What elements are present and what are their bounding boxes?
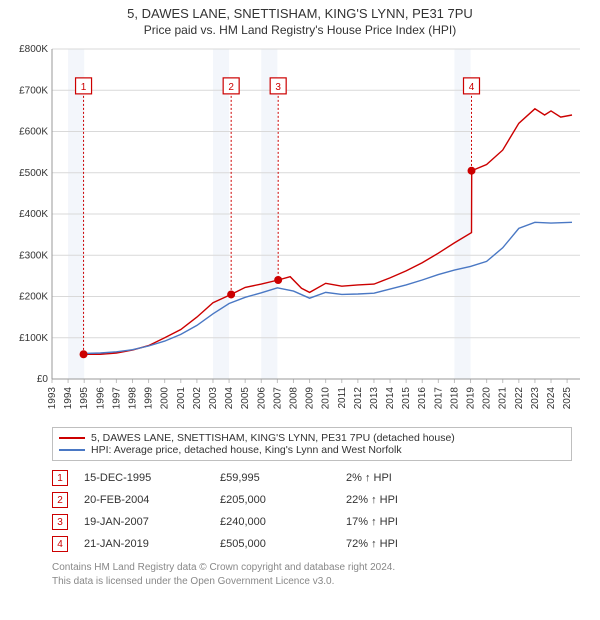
tx-price: £505,000 — [220, 538, 330, 550]
svg-text:2021: 2021 — [498, 387, 509, 410]
svg-text:3: 3 — [275, 82, 281, 93]
tx-number: 2 — [52, 492, 68, 508]
tx-pct: 17% ↑ HPI — [346, 516, 456, 528]
tx-pct: 22% ↑ HPI — [346, 494, 456, 506]
svg-text:£400K: £400K — [19, 209, 48, 220]
svg-text:£700K: £700K — [19, 85, 48, 96]
svg-text:2014: 2014 — [385, 387, 396, 410]
tx-date: 20-FEB-2004 — [84, 494, 204, 506]
svg-text:2025: 2025 — [562, 387, 573, 410]
svg-text:2003: 2003 — [208, 387, 219, 410]
legend-swatch — [59, 437, 85, 439]
legend-label: HPI: Average price, detached house, King… — [91, 444, 402, 456]
svg-text:1995: 1995 — [79, 387, 90, 410]
svg-text:£0: £0 — [37, 374, 49, 385]
chart-container: £0 £100K £200K £300K £400K £500K £600K £700K £80… — [10, 43, 590, 423]
svg-text:2009: 2009 — [305, 387, 316, 410]
transactions-table: 1 15-DEC-1995 £59,995 2% ↑ HPI 2 20-FEB-2004 £… — [52, 467, 580, 555]
svg-text:2012: 2012 — [353, 387, 364, 410]
svg-text:4: 4 — [469, 82, 475, 93]
svg-text:2016: 2016 — [417, 387, 428, 410]
svg-text:2002: 2002 — [192, 387, 203, 410]
svg-text:1996: 1996 — [95, 387, 106, 410]
legend-label: 5, DAWES LANE, SNETTISHAM, KING'S LYNN, … — [91, 432, 455, 444]
tx-date: 15-DEC-1995 — [84, 472, 204, 484]
svg-text:£100K: £100K — [19, 333, 48, 344]
svg-text:£500K: £500K — [19, 168, 48, 179]
svg-text:1997: 1997 — [111, 387, 122, 410]
svg-text:2000: 2000 — [160, 387, 171, 410]
svg-text:1999: 1999 — [144, 387, 155, 410]
svg-text:2015: 2015 — [401, 387, 412, 410]
tx-price: £59,995 — [220, 472, 330, 484]
svg-text:2017: 2017 — [433, 387, 444, 410]
tx-row: 1 15-DEC-1995 £59,995 2% ↑ HPI — [52, 467, 580, 489]
tx-pct: 2% ↑ HPI — [346, 472, 456, 484]
footnote-line1: Contains HM Land Registry data © Crown c… — [52, 561, 580, 575]
svg-text:2018: 2018 — [449, 387, 460, 410]
svg-text:2022: 2022 — [514, 387, 525, 410]
svg-text:1: 1 — [81, 82, 87, 93]
page-subtitle: Price paid vs. HM Land Registry's House … — [10, 23, 590, 37]
chart-svg: £0 £100K £200K £300K £400K £500K £600K £700K £80… — [10, 43, 590, 423]
tx-date: 21-JAN-2019 — [84, 538, 204, 550]
legend-swatch — [59, 449, 85, 451]
svg-text:£300K: £300K — [19, 250, 48, 261]
svg-text:2019: 2019 — [466, 387, 477, 410]
svg-text:£800K: £800K — [19, 44, 48, 55]
tx-pct: 72% ↑ HPI — [346, 538, 456, 550]
tx-number: 1 — [52, 470, 68, 486]
svg-text:2008: 2008 — [288, 387, 299, 410]
svg-text:2020: 2020 — [482, 387, 493, 410]
tx-number: 4 — [52, 536, 68, 552]
svg-text:2005: 2005 — [240, 387, 251, 410]
tx-price: £205,000 — [220, 494, 330, 506]
tx-row: 4 21-JAN-2019 £505,000 72% ↑ HPI — [52, 533, 580, 555]
svg-text:1998: 1998 — [127, 387, 138, 410]
page-title: 5, DAWES LANE, SNETTISHAM, KING'S LYNN, … — [10, 6, 590, 21]
svg-text:2004: 2004 — [224, 387, 235, 410]
tx-price: £240,000 — [220, 516, 330, 528]
tx-date: 19-JAN-2007 — [84, 516, 204, 528]
legend-box: 5, DAWES LANE, SNETTISHAM, KING'S LYNN, … — [52, 427, 572, 461]
tx-row: 2 20-FEB-2004 £205,000 22% ↑ HPI — [52, 489, 580, 511]
footnote: Contains HM Land Registry data © Crown c… — [52, 561, 580, 589]
svg-text:1994: 1994 — [63, 387, 74, 410]
legend-row: 5, DAWES LANE, SNETTISHAM, KING'S LYNN, … — [59, 432, 565, 444]
tx-row: 3 19-JAN-2007 £240,000 17% ↑ HPI — [52, 511, 580, 533]
footnote-line2: This data is licensed under the Open Gov… — [52, 575, 580, 589]
svg-text:2013: 2013 — [369, 387, 380, 410]
legend-row: HPI: Average price, detached house, King… — [59, 444, 565, 456]
svg-text:2001: 2001 — [176, 387, 187, 410]
svg-text:2006: 2006 — [256, 387, 267, 410]
svg-text:2023: 2023 — [530, 387, 541, 410]
svg-text:£600K: £600K — [19, 127, 48, 138]
svg-text:£200K: £200K — [19, 292, 48, 303]
svg-text:2011: 2011 — [337, 387, 348, 409]
svg-text:2010: 2010 — [321, 387, 332, 410]
tx-number: 3 — [52, 514, 68, 530]
svg-text:1993: 1993 — [47, 387, 58, 410]
svg-text:2024: 2024 — [546, 387, 557, 410]
svg-text:2: 2 — [228, 82, 234, 93]
svg-text:2007: 2007 — [272, 387, 283, 410]
